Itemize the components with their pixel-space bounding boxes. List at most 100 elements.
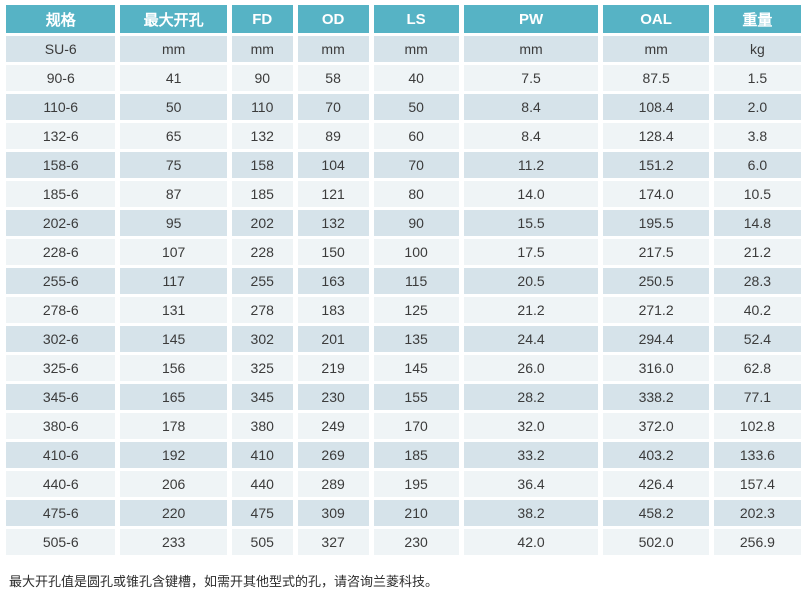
table-row: 185-6 87 185 121 80 14.0 174.0 10.5: [6, 181, 801, 207]
table-cell: 294.4: [603, 326, 709, 352]
column-header-od: OD: [297, 5, 369, 33]
table-cell: 202: [231, 210, 293, 236]
table-row: 302-6 145 302 201 135 24.4 294.4 52.4: [6, 326, 801, 352]
table-cell: 133.6: [713, 442, 801, 468]
table-cell: 100: [373, 239, 459, 265]
table-cell: 58: [297, 65, 369, 91]
table-cell: 185-6: [6, 181, 116, 207]
table-cell: 70: [297, 94, 369, 120]
table-cell: 132: [297, 210, 369, 236]
spec-table: 规格 最大开孔 FD OD LS PW OAL 重量 SU-6 mm mm mm mm mm mm kg 90…: [1, 2, 806, 558]
table-row: 505-6 233 505 327 230 42.0 502.0 256.9: [6, 529, 801, 555]
table-cell: 41: [120, 65, 227, 91]
table-cell: 11.2: [463, 152, 599, 178]
table-cell: 158: [231, 152, 293, 178]
spec-table-body: SU-6 mm mm mm mm mm mm kg 90-6 41 90 58 40 7.5 87.5 1.5…: [6, 36, 801, 555]
table-cell: 505: [231, 529, 293, 555]
table-cell: 302: [231, 326, 293, 352]
column-header-weight: 重量: [713, 5, 801, 33]
table-cell: 183: [297, 297, 369, 323]
table-cell: 28.3: [713, 268, 801, 294]
table-cell: 410-6: [6, 442, 116, 468]
table-cell: 80: [373, 181, 459, 207]
table-cell: 195: [373, 471, 459, 497]
table-cell: 289: [297, 471, 369, 497]
unit-row: SU-6 mm mm mm mm mm mm kg: [6, 36, 801, 62]
table-cell: 90-6: [6, 65, 116, 91]
table-cell: 108.4: [603, 94, 709, 120]
table-cell: 163: [297, 268, 369, 294]
table-cell: 24.4: [463, 326, 599, 352]
table-cell: SU-6: [6, 36, 116, 62]
table-cell: 151.2: [603, 152, 709, 178]
table-cell: 380-6: [6, 413, 116, 439]
table-row: 345-6 165 345 230 155 28.2 338.2 77.1: [6, 384, 801, 410]
table-cell: 131: [120, 297, 227, 323]
table-cell: mm: [297, 36, 369, 62]
table-cell: 327: [297, 529, 369, 555]
table-cell: 202-6: [6, 210, 116, 236]
table-row: 410-6 192 410 269 185 33.2 403.2 133.6: [6, 442, 801, 468]
table-cell: 132-6: [6, 123, 116, 149]
table-cell: 95: [120, 210, 227, 236]
table-cell: 185: [373, 442, 459, 468]
table-cell: 21.2: [713, 239, 801, 265]
table-cell: 271.2: [603, 297, 709, 323]
table-cell: 14.0: [463, 181, 599, 207]
table-row: 380-6 178 380 249 170 32.0 372.0 102.8: [6, 413, 801, 439]
table-cell: 42.0: [463, 529, 599, 555]
table-cell: 7.5: [463, 65, 599, 91]
table-cell: 250.5: [603, 268, 709, 294]
table-cell: 165: [120, 384, 227, 410]
table-cell: 26.0: [463, 355, 599, 381]
table-cell: 440-6: [6, 471, 116, 497]
table-cell: 338.2: [603, 384, 709, 410]
table-cell: 345: [231, 384, 293, 410]
table-cell: 345-6: [6, 384, 116, 410]
table-cell: 77.1: [713, 384, 801, 410]
table-cell: 107: [120, 239, 227, 265]
table-cell: 475: [231, 500, 293, 526]
table-cell: 192: [120, 442, 227, 468]
table-cell: 33.2: [463, 442, 599, 468]
table-cell: 3.8: [713, 123, 801, 149]
table-cell: 14.8: [713, 210, 801, 236]
table-cell: 426.4: [603, 471, 709, 497]
table-cell: 87: [120, 181, 227, 207]
table-cell: 156: [120, 355, 227, 381]
table-cell: 158-6: [6, 152, 116, 178]
table-cell: 62.8: [713, 355, 801, 381]
table-cell: 380: [231, 413, 293, 439]
table-cell: 256.9: [713, 529, 801, 555]
table-cell: 65: [120, 123, 227, 149]
table-cell: 40: [373, 65, 459, 91]
table-cell: 10.5: [713, 181, 801, 207]
table-row: 228-6 107 228 150 100 17.5 217.5 21.2: [6, 239, 801, 265]
table-cell: 255-6: [6, 268, 116, 294]
table-cell: 269: [297, 442, 369, 468]
table-cell: 36.4: [463, 471, 599, 497]
table-cell: 249: [297, 413, 369, 439]
column-header-pw: PW: [463, 5, 599, 33]
column-header-ls: LS: [373, 5, 459, 33]
footer-note: 最大开孔值是圆孔或锥孔含键槽，如需开其他型式的孔，请咨询兰菱科技。: [9, 574, 439, 589]
table-cell: 104: [297, 152, 369, 178]
table-cell: 75: [120, 152, 227, 178]
table-row: 440-6 206 440 289 195 36.4 426.4 157.4: [6, 471, 801, 497]
table-cell: 219: [297, 355, 369, 381]
table-cell: 40.2: [713, 297, 801, 323]
table-cell: 110-6: [6, 94, 116, 120]
table-cell: 325: [231, 355, 293, 381]
spec-table-header: 规格 最大开孔 FD OD LS PW OAL 重量: [6, 5, 801, 33]
table-cell: 50: [373, 94, 459, 120]
table-cell: 21.2: [463, 297, 599, 323]
table-row: 202-6 95 202 132 90 15.5 195.5 14.8: [6, 210, 801, 236]
table-cell: 278: [231, 297, 293, 323]
table-cell: 206: [120, 471, 227, 497]
table-cell: 410: [231, 442, 293, 468]
table-cell: 52.4: [713, 326, 801, 352]
table-cell: 50: [120, 94, 227, 120]
table-cell: 102.8: [713, 413, 801, 439]
table-cell: 2.0: [713, 94, 801, 120]
